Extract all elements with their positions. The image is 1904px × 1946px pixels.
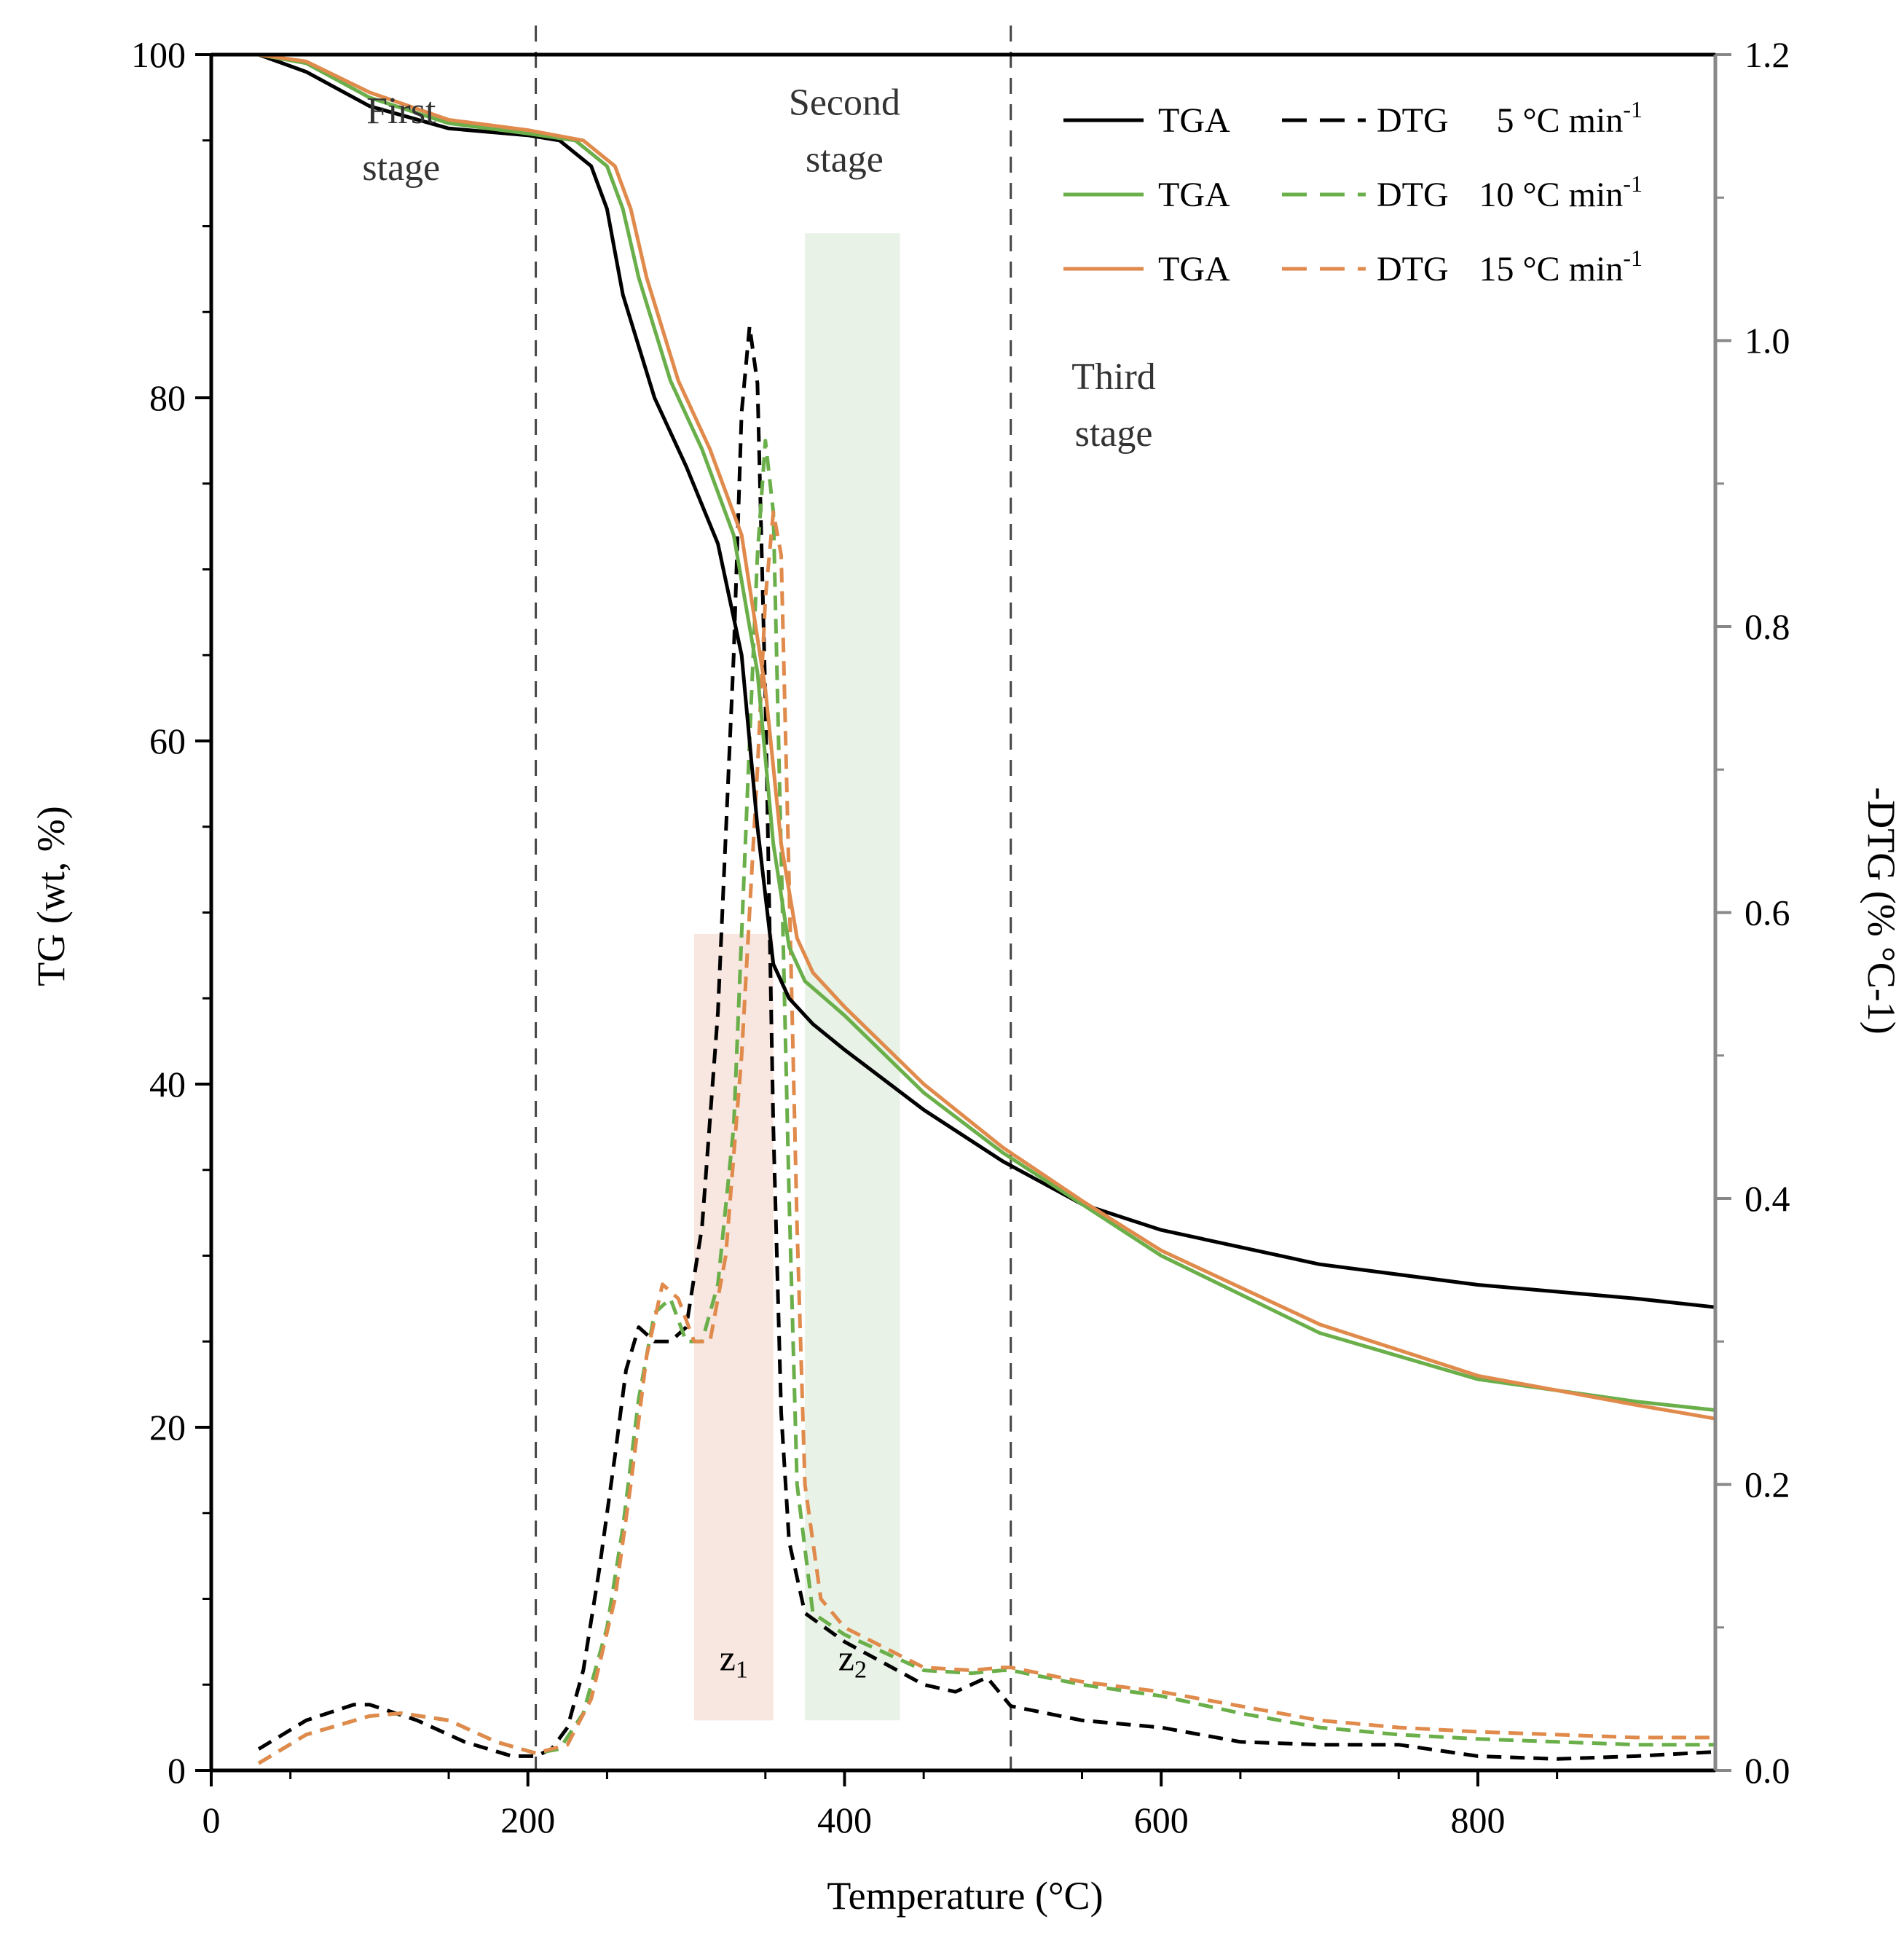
- zone-2-label: z2: [838, 1638, 867, 1684]
- x-tick-label: 600: [1134, 1800, 1189, 1840]
- x-axis-title: Temperature (°C): [827, 1874, 1103, 1918]
- x-tick-label: 200: [500, 1800, 555, 1840]
- left-y-tick-label: 40: [149, 1064, 186, 1105]
- stage-labels: First stage Second stage Third stage: [362, 82, 1155, 455]
- tga-line-1: [258, 52, 1716, 1412]
- left-y-tick-label: 100: [131, 34, 186, 75]
- right-y-tick-label: 0.6: [1744, 892, 1790, 933]
- zone-1-label: z1: [720, 1638, 748, 1684]
- legend-tga-label-1: TGA: [1158, 101, 1230, 140]
- legend-dtg-label-2: DTG: [1377, 176, 1449, 214]
- stage-3-label-line2: stage: [1075, 413, 1153, 455]
- x-tick-label: 800: [1450, 1800, 1505, 1840]
- tga-line-0: [258, 52, 1716, 1309]
- zones-layer: z1 z2: [693, 233, 900, 1721]
- legend-rate-label-1: 5 °C min-1: [1496, 96, 1643, 140]
- ticks-layer: 0 200 400 600 800 0 20 40 60 80 100 0.0 0.2 0.4 0.6 0.8…: [131, 34, 1790, 1840]
- stage-3-label-line1: Third: [1071, 356, 1156, 398]
- legend-dtg-label-3: DTG: [1377, 250, 1449, 289]
- right-y-tick-label: 0.0: [1744, 1750, 1790, 1791]
- tga-line-2: [258, 52, 1716, 1421]
- right-y-tick-label: 1.0: [1744, 321, 1790, 361]
- left-y-tick-label: 80: [149, 377, 186, 418]
- left-y-axis-title: TG (wt, %): [29, 806, 73, 986]
- legend-rate-label-3: 15 °C min-1: [1479, 245, 1643, 289]
- left-y-tick-label: 20: [149, 1407, 186, 1448]
- right-y-tick-label: 1.2: [1744, 34, 1790, 75]
- stage-1-label-line2: stage: [362, 147, 440, 189]
- stage-1-label-line1: First: [366, 90, 436, 132]
- legend-tga-label-3: TGA: [1158, 250, 1230, 289]
- right-y-axis-title: -DTG (% °C-1): [1860, 787, 1903, 1035]
- legend-dtg-label-1: DTG: [1377, 101, 1449, 140]
- legend-tga-label-2: TGA: [1158, 176, 1230, 214]
- stage-2-label-line1: Second: [789, 82, 900, 123]
- right-y-tick-label: 0.4: [1744, 1178, 1790, 1219]
- stage-dividers: [535, 25, 1012, 1770]
- x-tick-label: 0: [202, 1800, 221, 1840]
- right-y-tick-label: 0.8: [1744, 606, 1790, 647]
- left-y-tick-label: 60: [149, 721, 186, 761]
- x-tick-label: 400: [817, 1800, 872, 1840]
- legend: TGA DTG 5 °C min-1 TGA DTG 10 °C min-1 TGA DTG 1…: [1063, 96, 1643, 289]
- right-y-tick-label: 0.2: [1744, 1464, 1790, 1505]
- zone-2-band: [805, 233, 900, 1721]
- dtg-line-5: [257, 510, 1715, 1765]
- left-y-tick-label: 0: [168, 1750, 186, 1791]
- stage-2-label-line2: stage: [806, 138, 884, 180]
- legend-rate-label-2: 10 °C min-1: [1479, 170, 1643, 214]
- dtg-line-3: [257, 324, 1716, 1761]
- series-layer: [257, 52, 1716, 1765]
